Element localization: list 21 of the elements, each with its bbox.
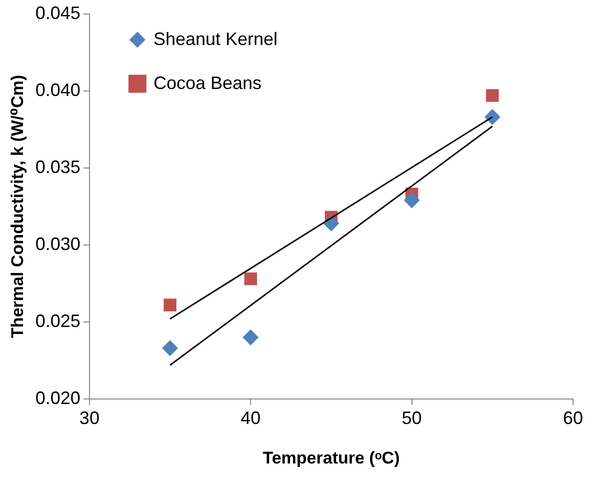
x-tick-label: 30 xyxy=(79,408,100,428)
y-tick-label: 0.045 xyxy=(35,2,80,23)
point xyxy=(404,192,420,208)
y-tick-label: 0.025 xyxy=(35,310,80,331)
y-tick-label: 0.030 xyxy=(35,234,80,254)
x-tick-label: 50 xyxy=(402,408,422,428)
legend-label: Sheanut Kernel xyxy=(153,28,278,49)
y-tick-label: 0.035 xyxy=(35,156,80,177)
y-tick-label: 0.020 xyxy=(35,388,80,408)
x-axis-title: Temperature (ᵒC) xyxy=(262,448,400,468)
point xyxy=(486,89,499,102)
x-tick-label: 60 xyxy=(562,408,584,428)
point xyxy=(244,272,257,286)
legend-label: Cocoa Beans xyxy=(153,72,262,93)
point xyxy=(164,298,176,312)
x-tick-label: 40 xyxy=(240,408,261,428)
y-tick-label: 0.040 xyxy=(35,80,80,100)
point xyxy=(162,340,178,356)
point xyxy=(242,329,259,346)
point xyxy=(484,109,500,126)
y-axis-title: Thermal Conductivity, k (W/⁰Cm) xyxy=(8,74,27,338)
